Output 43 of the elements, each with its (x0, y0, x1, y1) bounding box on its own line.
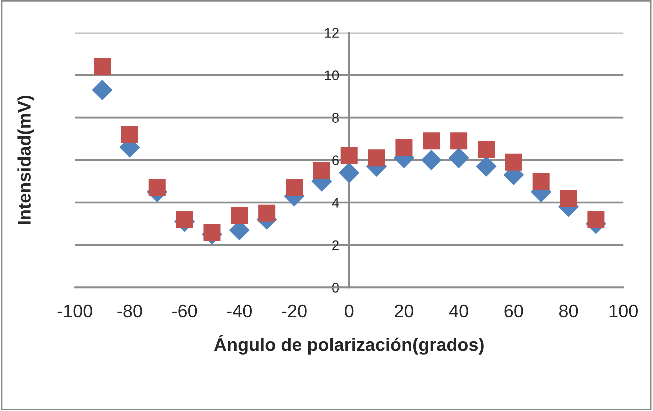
point (476, 156, 497, 177)
point (560, 190, 578, 208)
x-tick-label: -100 (58, 304, 92, 318)
x-tick-label: 40 (449, 304, 468, 318)
y-axis-title: Intensidad(mV) (18, 96, 35, 224)
point (478, 141, 495, 158)
point (121, 126, 138, 144)
x-tick-label: -40 (227, 304, 252, 318)
x-axis-title: Ángulo de polarización(grados) (214, 335, 484, 355)
point (368, 150, 386, 167)
point (204, 224, 221, 241)
x-tick-label: -60 (172, 304, 198, 318)
x-tick-label: 0 (345, 304, 354, 318)
point (532, 173, 550, 190)
x-tick-label: -80 (118, 304, 142, 318)
point (340, 148, 358, 165)
y-tick-label: 2 (332, 240, 339, 250)
point (448, 148, 470, 168)
y-tick-label: 8 (332, 113, 340, 123)
point (450, 132, 468, 150)
point (588, 211, 605, 228)
x-tick-label: 60 (504, 304, 524, 318)
y-tick-label: 12 (325, 28, 339, 38)
y-tick-label: 4 (332, 198, 340, 208)
x-tick-label: 100 (610, 304, 638, 318)
x-tick-label: -20 (282, 304, 307, 318)
point (92, 80, 113, 101)
point (505, 154, 522, 171)
point (421, 150, 442, 171)
point (258, 204, 276, 222)
point (231, 206, 248, 224)
point (286, 179, 304, 196)
x-tick-label: 80 (560, 304, 578, 318)
point (94, 58, 112, 76)
point (396, 139, 413, 156)
y-tick-label: 10 (325, 70, 340, 81)
x-tick-label: 20 (395, 304, 414, 318)
point (148, 179, 166, 196)
point (423, 132, 440, 150)
point (313, 162, 330, 180)
y-tick-label: 6 (332, 156, 340, 166)
point (176, 211, 194, 228)
point (339, 162, 360, 184)
